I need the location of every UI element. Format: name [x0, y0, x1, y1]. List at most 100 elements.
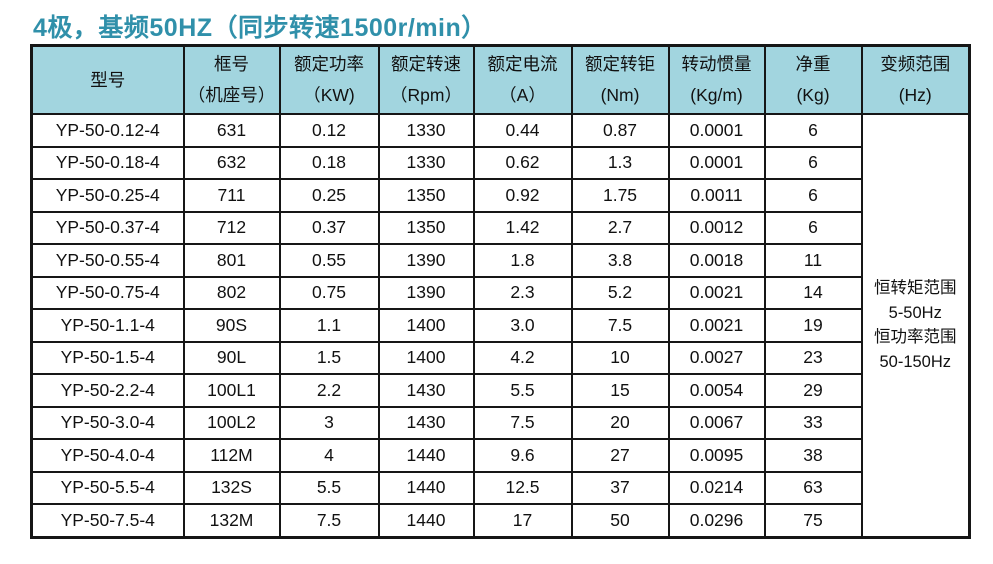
table-cell: YP-50-3.0-4: [30, 405, 185, 440]
table-cell: YP-50-0.37-4: [30, 210, 185, 245]
table-cell: YP-50-0.25-4: [30, 178, 185, 213]
column-header: 额定电流 （A）: [472, 44, 573, 115]
table-cell: 132S: [182, 470, 281, 505]
table-cell: 1390: [377, 275, 475, 310]
table-cell: 1330: [377, 113, 475, 148]
table-cell: 0.0001: [667, 145, 766, 180]
table-cell: 5.5: [472, 373, 573, 408]
table-cell: 17: [472, 503, 573, 538]
table-header: 型号 框号 （机座号） 额定功率 （KW) 额定转速 （Rpm） 额定电流 （A） 额定转钜 (Nm…: [30, 44, 971, 115]
table-cell: 100L1: [182, 373, 281, 408]
table-cell: 6: [763, 145, 863, 180]
column-header: 额定功率 （KW): [278, 44, 380, 115]
table-cell: 112M: [182, 438, 281, 473]
table-cell: 0.37: [278, 210, 380, 245]
table-cell: 7.5: [570, 308, 670, 343]
table-cell: 0.0027: [667, 340, 766, 375]
table-cell: YP-50-1.1-4: [30, 308, 185, 343]
table-cell: 3: [278, 405, 380, 440]
table-cell: 0.44: [472, 113, 573, 148]
table-cell: 63: [763, 470, 863, 505]
table-row: YP-50-7.5-4 132M 7.5 1440 17 50 0.0296 75: [30, 503, 970, 538]
table-cell: 11: [763, 243, 863, 278]
table-cell: 3.8: [570, 243, 670, 278]
table-cell: 0.0021: [667, 308, 766, 343]
table-cell: 0.62: [472, 145, 573, 180]
table-row: YP-50-3.0-4 100L2 3 1430 7.5 20 0.0067 33: [30, 405, 970, 440]
table-cell: 632: [182, 145, 281, 180]
table-cell: 0.0214: [667, 470, 766, 505]
table-cell: YP-50-0.75-4: [30, 275, 185, 310]
table-cell: 1400: [377, 308, 475, 343]
table-row: YP-50-0.75-4 802 0.75 1390 2.3 5.2 0.0021 14: [30, 275, 970, 310]
frequency-range-note: 恒转矩范围 5-50Hz 恒功率范围 50-150Hz: [860, 113, 971, 538]
table-cell: YP-50-1.5-4: [30, 340, 185, 375]
table-row: YP-50-2.2-4 100L1 2.2 1430 5.5 15 0.0054 29: [30, 373, 970, 408]
table-cell: 0.0095: [667, 438, 766, 473]
table-cell: 0.55: [278, 243, 380, 278]
table-cell: 1400: [377, 340, 475, 375]
column-header: 额定转速 （Rpm）: [377, 44, 475, 115]
table-cell: 1.1: [278, 308, 380, 343]
table-cell: 2.3: [472, 275, 573, 310]
table-cell: 0.0067: [667, 405, 766, 440]
table-row: YP-50-0.25-4 711 0.25 1350 0.92 1.75 0.0011 6: [30, 178, 970, 213]
table-cell: 0.12: [278, 113, 380, 148]
table-row: YP-50-0.18-4 632 0.18 1330 0.62 1.3 0.0001 6: [30, 145, 970, 180]
table-cell: 1350: [377, 178, 475, 213]
table-cell: 0.0021: [667, 275, 766, 310]
table-cell: 6: [763, 210, 863, 245]
table-cell: 90L: [182, 340, 281, 375]
table-cell: 0.87: [570, 113, 670, 148]
table-cell: 712: [182, 210, 281, 245]
table-cell: 6: [763, 113, 863, 148]
table-row: YP-50-5.5-4 132S 5.5 1440 12.5 37 0.0214 63: [30, 470, 970, 505]
table-cell: 100L2: [182, 405, 281, 440]
column-header: 框号 （机座号）: [182, 44, 281, 115]
table-cell: 0.0296: [667, 503, 766, 538]
table-cell: 15: [570, 373, 670, 408]
column-header: 额定转钜 (Nm): [570, 44, 670, 115]
table-cell: YP-50-0.12-4: [30, 113, 185, 148]
table-cell: 0.0011: [667, 178, 766, 213]
table-cell: 12.5: [472, 470, 573, 505]
table-cell: 0.25: [278, 178, 380, 213]
table-cell: 27: [570, 438, 670, 473]
table-cell: 90S: [182, 308, 281, 343]
table-cell: 3.0: [472, 308, 573, 343]
table-cell: 1.3: [570, 145, 670, 180]
table-cell: 9.6: [472, 438, 573, 473]
table-row: YP-50-0.37-4 712 0.37 1350 1.42 2.7 0.0012 6: [30, 210, 970, 245]
table-cell: 0.0018: [667, 243, 766, 278]
motor-spec-table: 型号 框号 （机座号） 额定功率 （KW) 额定转速 （Rpm） 额定电流 （A） 额定转钜 (Nm…: [30, 44, 971, 539]
table-cell: 4: [278, 438, 380, 473]
table-cell: 10: [570, 340, 670, 375]
table-cell: 1430: [377, 405, 475, 440]
table-row: YP-50-0.12-4 631 0.12 1330 0.44 0.87 0.0001 6 恒转…: [30, 113, 971, 538]
table-cell: 631: [182, 113, 281, 148]
table-cell: 5.2: [570, 275, 670, 310]
table-cell: 29: [763, 373, 863, 408]
table-cell: 7.5: [278, 503, 380, 538]
header-row: 型号 框号 （机座号） 额定功率 （KW) 额定转速 （Rpm） 额定电流 （A） 额定转钜 (Nm…: [30, 44, 971, 115]
table-cell: 1.5: [278, 340, 380, 375]
table-cell: 38: [763, 438, 863, 473]
table-cell: 0.0001: [667, 113, 766, 148]
table-cell: 2.7: [570, 210, 670, 245]
table-cell: YP-50-2.2-4: [30, 373, 185, 408]
table-cell: 1440: [377, 503, 475, 538]
table-cell: 1330: [377, 145, 475, 180]
column-header: 型号: [30, 44, 185, 115]
table-cell: 1430: [377, 373, 475, 408]
table-cell: 801: [182, 243, 281, 278]
table-cell: 0.92: [472, 178, 573, 213]
table-cell: 14: [763, 275, 863, 310]
table-cell: 2.2: [278, 373, 380, 408]
table-cell: 7.5: [472, 405, 573, 440]
table-cell: 1440: [377, 438, 475, 473]
table-cell: 1390: [377, 243, 475, 278]
table-cell: YP-50-0.18-4: [30, 145, 185, 180]
table-cell: 0.75: [278, 275, 380, 310]
table-cell: 33: [763, 405, 863, 440]
table-cell: 0.0012: [667, 210, 766, 245]
